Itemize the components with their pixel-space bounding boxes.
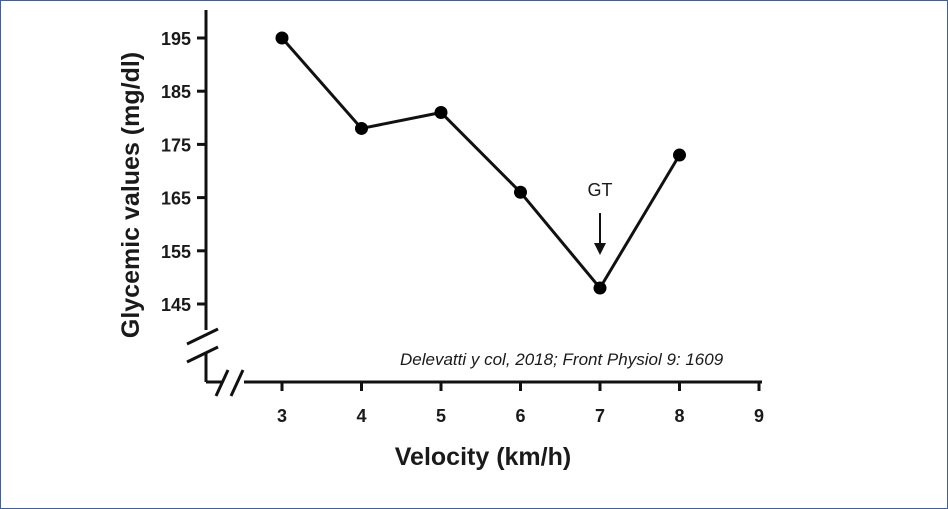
gt-arrow-head [594,243,606,256]
y-tick-label: 145 [161,295,191,315]
data-point [275,31,289,45]
y-tick-label: 155 [161,242,191,262]
data-point [593,281,607,295]
y-tick-label: 195 [161,29,191,49]
y-axis-break [186,327,219,364]
x-tick-label: 5 [436,406,446,426]
x-tick-label: 9 [754,406,764,426]
citation-text: Delevatti y col, 2018; Front Physiol 9: … [400,350,724,369]
x-axis-break [214,369,245,397]
x-tick-label: 7 [595,406,605,426]
x-tick-label: 4 [356,406,366,426]
x-tick-label: 8 [674,406,684,426]
gt-annotation-arrow [594,213,606,256]
x-tick-label: 6 [515,406,525,426]
y-axis-title: Glycemic values (mg/dl) [117,52,145,338]
x-axis-title: Velocity (km/h) [395,443,571,471]
data-point [514,185,527,199]
y-tick-label: 175 [161,135,191,155]
data-point [434,105,448,119]
y-tick-label: 165 [161,189,191,209]
y-tick-label: 185 [161,82,191,102]
x-tick-label: 3 [277,406,287,426]
data-point [673,148,686,162]
series-line [280,37,681,290]
gt-annotation-label: GT [588,180,613,200]
data-point [355,121,368,135]
